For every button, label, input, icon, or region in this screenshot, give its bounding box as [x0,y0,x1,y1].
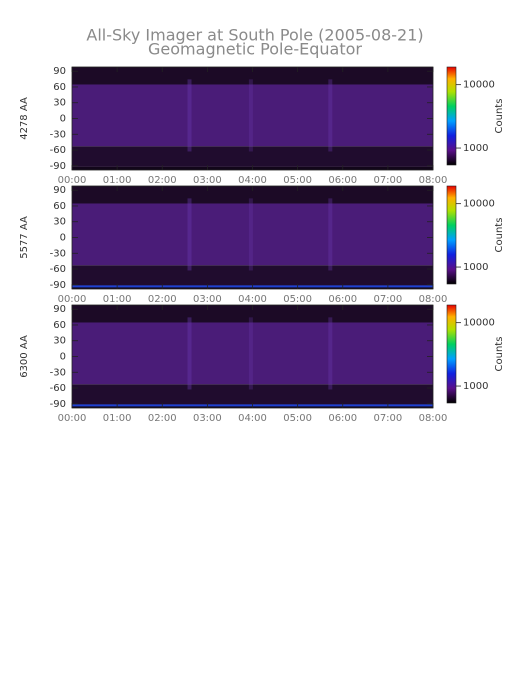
image-band [72,384,433,405]
y-tick-label: 0 [60,114,66,125]
x-tick-label: 06:00 [328,413,357,424]
y-tick-label: 30 [53,217,66,228]
colorbar [446,185,457,285]
x-tick-label: 02:00 [148,413,177,424]
x-tick-label: 07:00 [373,413,402,424]
x-tick-label: 03:00 [193,294,222,305]
x-tick-label: 00:00 [58,294,87,305]
x-tick-label: 04:00 [238,294,267,305]
x-tick-label: 00:00 [58,413,87,424]
y-tick-label: 90 [53,185,66,196]
y-tick-label: 90 [53,304,66,315]
y-tick-label: -90 [50,161,66,172]
image-band [72,265,433,286]
x-tick-label: 01:00 [103,413,132,424]
y-tick-label: 60 [53,320,66,331]
colorbar-label: Counts [494,99,505,134]
y-tick-label: 0 [60,233,66,244]
image-band [72,203,433,266]
colorbar-label: Counts [494,337,505,372]
x-tick-label: 00:00 [58,175,87,186]
image-streak [187,198,192,271]
y-tick-label: -60 [50,383,66,394]
x-tick-label: 01:00 [103,175,132,186]
y-tick-label: -30 [50,367,66,378]
image-streak [248,317,253,390]
image-band [72,146,433,167]
y-axis-label: 5577 AA [19,216,30,259]
y-axis-label: 6300 AA [19,335,30,378]
y-axis-label: 4278 AA [19,97,30,140]
y-tick-label: -60 [50,264,66,275]
y-tick-label: 30 [53,98,66,109]
image-streak [187,317,192,390]
y-tick-label: -60 [50,145,66,156]
colorbar-tick-label: 1000 [463,381,488,392]
y-tick-label: 60 [53,201,66,212]
image-streak [328,198,333,271]
colorbar [446,304,457,404]
colorbar-tick-label: 1000 [463,262,488,273]
colorbar-tick-label: 1000 [463,143,488,154]
colorbar-tick-label: 10000 [463,199,495,210]
x-tick-label: 02:00 [148,294,177,305]
x-tick-label: 03:00 [193,413,222,424]
y-tick-label: 0 [60,352,66,363]
subtitle: Geomagnetic Pole-Equator [148,40,362,59]
x-tick-label: 08:00 [419,413,448,424]
image-band [72,322,433,385]
image-streak [187,79,192,152]
colorbar-tick-label: 10000 [463,318,495,329]
y-tick-label: -30 [50,129,66,140]
x-tick-label: 01:00 [103,294,132,305]
x-tick-label: 07:00 [373,175,402,186]
y-tick-label: 90 [53,66,66,77]
colorbar-tick-label: 10000 [463,80,495,91]
y-tick-label: -30 [50,248,66,259]
y-tick-label: 60 [53,82,66,93]
x-tick-label: 05:00 [283,175,312,186]
title: All-Sky Imager at South Pole (2005-08-21… [86,26,423,45]
x-tick-label: 07:00 [373,294,402,305]
x-tick-label: 06:00 [328,175,357,186]
colorbar-label: Counts [494,218,505,253]
image-streak [328,79,333,152]
x-tick-label: 06:00 [328,294,357,305]
x-tick-label: 02:00 [148,175,177,186]
y-tick-label: -90 [50,399,66,410]
x-tick-label: 03:00 [193,175,222,186]
image-streak [328,317,333,390]
y-tick-label: -90 [50,280,66,291]
x-tick-label: 05:00 [283,294,312,305]
x-tick-label: 04:00 [238,175,267,186]
colorbar [446,66,457,166]
y-tick-label: 30 [53,336,66,347]
image-streak [248,198,253,271]
x-tick-label: 05:00 [283,413,312,424]
x-tick-label: 08:00 [419,294,448,305]
x-tick-label: 08:00 [419,175,448,186]
x-tick-label: 04:00 [238,413,267,424]
image-streak [248,79,253,152]
image-band [72,84,433,147]
